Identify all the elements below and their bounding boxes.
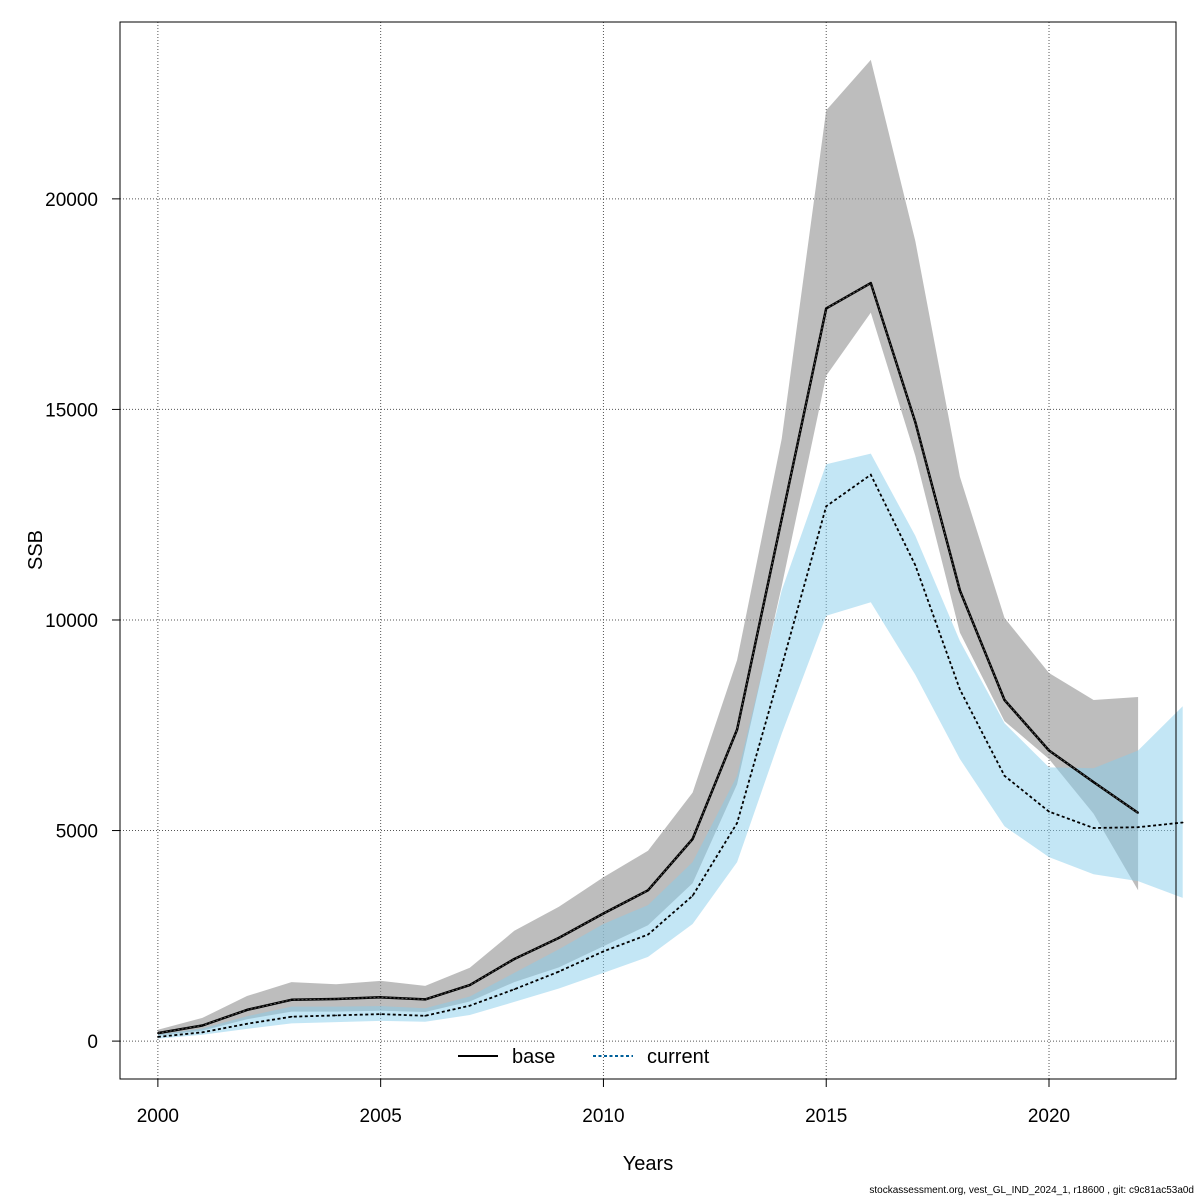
current-point-2009 — [558, 970, 560, 973]
confidence-bands — [157, 59, 1183, 1039]
current-point-2013 — [736, 822, 738, 824]
current-point-2022 — [1137, 826, 1139, 828]
y-tick-label-10000: 10000 — [45, 611, 98, 632]
base-point-2001 — [201, 1024, 204, 1027]
base-point-2017 — [914, 421, 917, 423]
base-confidence-band — [157, 59, 1139, 1036]
current-point-2007 — [468, 1004, 471, 1007]
current-point-2018 — [959, 688, 961, 691]
base-point-2002 — [246, 1009, 248, 1011]
current-point-2011 — [647, 933, 649, 936]
base-point-2003 — [290, 999, 293, 1001]
base-point-2014 — [780, 518, 783, 520]
current-point-2005 — [379, 1013, 382, 1015]
base-point-2005 — [379, 996, 382, 999]
x-tick-label-2015: 2015 — [805, 1106, 847, 1127]
current-point-2023 — [1181, 821, 1184, 824]
y-tick-label-20000: 20000 — [45, 190, 98, 211]
current-confidence-band — [157, 453, 1183, 1039]
current-point-2017 — [914, 564, 917, 567]
x-axis-title: Years — [623, 1153, 673, 1175]
current-point-2000 — [157, 1036, 159, 1038]
base-point-2015 — [825, 307, 828, 310]
current-point-2012 — [691, 895, 694, 897]
y-axis-title: SSB — [25, 530, 47, 570]
base-point-2012 — [691, 838, 694, 840]
footnote: stockassessment.org, vest_GL_IND_2024_1,… — [869, 1185, 1194, 1196]
current-point-2002 — [246, 1023, 248, 1025]
legend-current-label: current — [647, 1046, 710, 1068]
current-point-2021 — [1092, 827, 1095, 829]
x-tick-label-2000: 2000 — [137, 1106, 179, 1127]
plot-frame — [119, 21, 1177, 1080]
base-point-2009 — [558, 937, 560, 939]
base-point-2013 — [736, 728, 738, 731]
current-point-2008 — [513, 988, 516, 991]
base-point-2020 — [1048, 749, 1050, 752]
legend-base-label: base — [512, 1046, 555, 1068]
current-point-2003 — [290, 1015, 293, 1018]
current-point-2016 — [869, 473, 872, 476]
x-tick-label-2005: 2005 — [360, 1106, 402, 1127]
current-point-2020 — [1048, 810, 1050, 813]
base-point-2010 — [602, 912, 605, 915]
base-point-2018 — [959, 589, 961, 592]
base-point-2006 — [424, 998, 427, 1001]
base-point-2019 — [1003, 699, 1006, 701]
base-point-2007 — [468, 984, 471, 986]
base-point-2000 — [157, 1032, 159, 1034]
base-point-2016 — [869, 282, 872, 284]
y-tick-label-5000: 5000 — [56, 822, 98, 843]
base-point-2022 — [1137, 812, 1139, 814]
current-point-2004 — [335, 1014, 337, 1017]
base-point-2004 — [335, 998, 337, 1000]
current-point-2014 — [780, 665, 783, 668]
current-point-2015 — [825, 505, 828, 508]
base-point-2011 — [647, 889, 649, 892]
legend: base current — [458, 1046, 710, 1068]
y-tick-label-15000: 15000 — [45, 400, 98, 421]
current-point-2001 — [201, 1031, 204, 1034]
series-lines — [157, 281, 1184, 1038]
current-point-2019 — [1003, 774, 1006, 777]
base-point-2021 — [1092, 781, 1095, 783]
x-tick-label-2010: 2010 — [582, 1106, 624, 1127]
axes: 2000 2005 2010 2015 2020 0 5000 10000 15000 20000 — [45, 190, 1070, 1127]
current-point-2006 — [424, 1015, 427, 1017]
current-line — [157, 473, 1183, 1038]
current-point-2010 — [602, 950, 605, 953]
base-point-2008 — [513, 958, 516, 960]
x-tick-label-2020: 2020 — [1028, 1106, 1070, 1127]
y-tick-label-0: 0 — [87, 1032, 98, 1053]
